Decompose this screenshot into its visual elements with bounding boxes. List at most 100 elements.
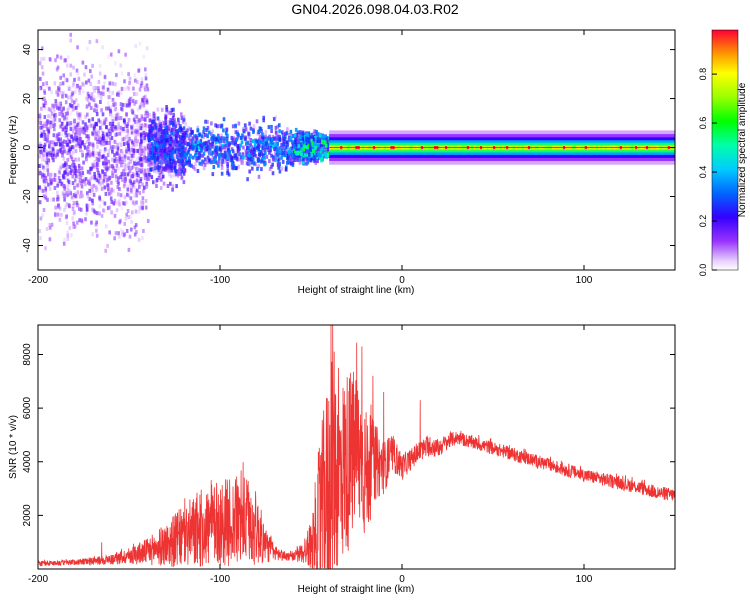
spectrogram-cell [99, 140, 103, 145]
spectrogram-cell [68, 103, 72, 108]
spectrogram-cell [58, 217, 62, 222]
spectrogram-cell [60, 132, 63, 137]
spectrogram-cell [42, 208, 46, 212]
spectrogram-cell [309, 158, 313, 163]
spectrogram-cell [288, 133, 291, 137]
spectrogram-cell [168, 168, 171, 173]
spectrogram-cell [65, 78, 69, 83]
spectrogram-cell [214, 158, 217, 163]
spectrogram-cell [257, 147, 260, 152]
spectrogram-cell [135, 200, 138, 205]
spectrogram-cell [325, 139, 329, 144]
spectrogram-cell [107, 159, 110, 164]
spectrogram-cell [163, 154, 167, 158]
spectrogram-cell [237, 151, 241, 156]
spectrogram-cell [51, 118, 55, 123]
spectrogram-cell [158, 131, 161, 136]
spectrogram-cell [314, 151, 317, 156]
spectrogram-cell [222, 128, 225, 133]
spectrogram-cell [110, 211, 114, 215]
spectrogram-cell [49, 152, 52, 157]
spectrogram-cell [157, 134, 160, 139]
spectrogram-cell [286, 158, 290, 163]
spectrogram-cell [293, 154, 296, 159]
spectrogram-cell [123, 154, 127, 159]
spectrogram-cell [182, 131, 186, 136]
spectrogram-cell [113, 198, 117, 203]
spectrogram-cell [317, 152, 320, 157]
spectrogram-cell [95, 112, 99, 117]
spectrogram-cell [220, 124, 223, 129]
spectrogram-cell [142, 131, 146, 135]
spectrogram-cell [84, 65, 88, 70]
spectrogram-cell [122, 169, 125, 174]
spectrogram-cell [169, 143, 173, 148]
spectrogram-cell [130, 145, 133, 150]
spectrogram-cell [108, 205, 112, 210]
spectrogram-cell [318, 150, 322, 155]
spectrogram-cell [134, 44, 137, 49]
spectrogram-cell [128, 150, 132, 155]
spectrogram-cell [44, 106, 47, 111]
spectrogram-cell [63, 186, 66, 191]
spectrogram-cell [158, 119, 161, 124]
spectrogram-cell [115, 132, 119, 137]
spectrogram-cell [75, 85, 78, 90]
spectrogram-cell [160, 177, 163, 182]
spectrogram-cell [150, 175, 154, 180]
spectrogram-cell [55, 104, 58, 108]
spectrogram-cell [78, 131, 81, 136]
spectrogram-cell [62, 106, 65, 111]
spectrogram-cell [101, 112, 105, 117]
spectrogram-cell [127, 86, 131, 91]
spectrogram-cell [226, 164, 229, 169]
spectrogram-cell [73, 209, 76, 214]
spectrogram-cell [154, 165, 157, 170]
spectrogram-cell [114, 231, 118, 236]
spectrogram-cell [75, 169, 78, 174]
spectrogram-cell [131, 123, 135, 128]
spectrogram-cell [110, 113, 113, 118]
spectrogram-cell [264, 145, 268, 150]
spectrogram-cell [249, 142, 252, 147]
spectrogram-cell [123, 232, 127, 237]
spectrogram-cell [111, 125, 114, 130]
spectrogram-cell [46, 135, 50, 139]
spectrogram-cell [163, 136, 167, 141]
spectrogram-cell [56, 89, 59, 94]
spectrogram-cell [143, 85, 147, 90]
spectrogram-cell [109, 145, 113, 150]
spectrogram-cell [248, 121, 251, 126]
spectrogram-cell [203, 162, 207, 167]
spectrogram-cell [97, 151, 100, 156]
spectrogram-cell [61, 81, 65, 86]
spectrogram-cell [119, 193, 123, 198]
spectrogram-cell [93, 132, 97, 137]
spectrogram-cell [209, 132, 213, 136]
spectrogram-cell [85, 128, 89, 133]
spectrogram-cell [135, 230, 138, 234]
spectrogram-cell [81, 178, 84, 183]
spectrogram-cell [126, 187, 130, 192]
spectrogram-cell [165, 156, 169, 161]
spectrogram-cell [187, 149, 190, 154]
spectrogram-cell [126, 85, 130, 90]
spectrogram-cell [129, 96, 132, 101]
spectrogram-cell [110, 136, 114, 140]
spectrogram-cell [183, 162, 186, 166]
spectrogram-cell [77, 203, 80, 208]
spectrogram-ylabel: Frequency (Hz) [8, 116, 19, 185]
spectrogram-cell [193, 167, 197, 172]
spectrogram-cell [95, 187, 99, 192]
spectrogram-cell [287, 137, 291, 142]
spectrogram-cell [145, 185, 148, 190]
spectrogram-cell [86, 195, 90, 200]
spectrogram-cell [42, 153, 45, 158]
spectrogram-cell [56, 135, 59, 140]
spectrogram-cell [141, 236, 144, 241]
spectrogram-cell [83, 145, 87, 150]
spectrogram-cell [154, 132, 157, 136]
spectrogram-cell [77, 112, 81, 117]
spectrogram-cell [172, 112, 175, 117]
